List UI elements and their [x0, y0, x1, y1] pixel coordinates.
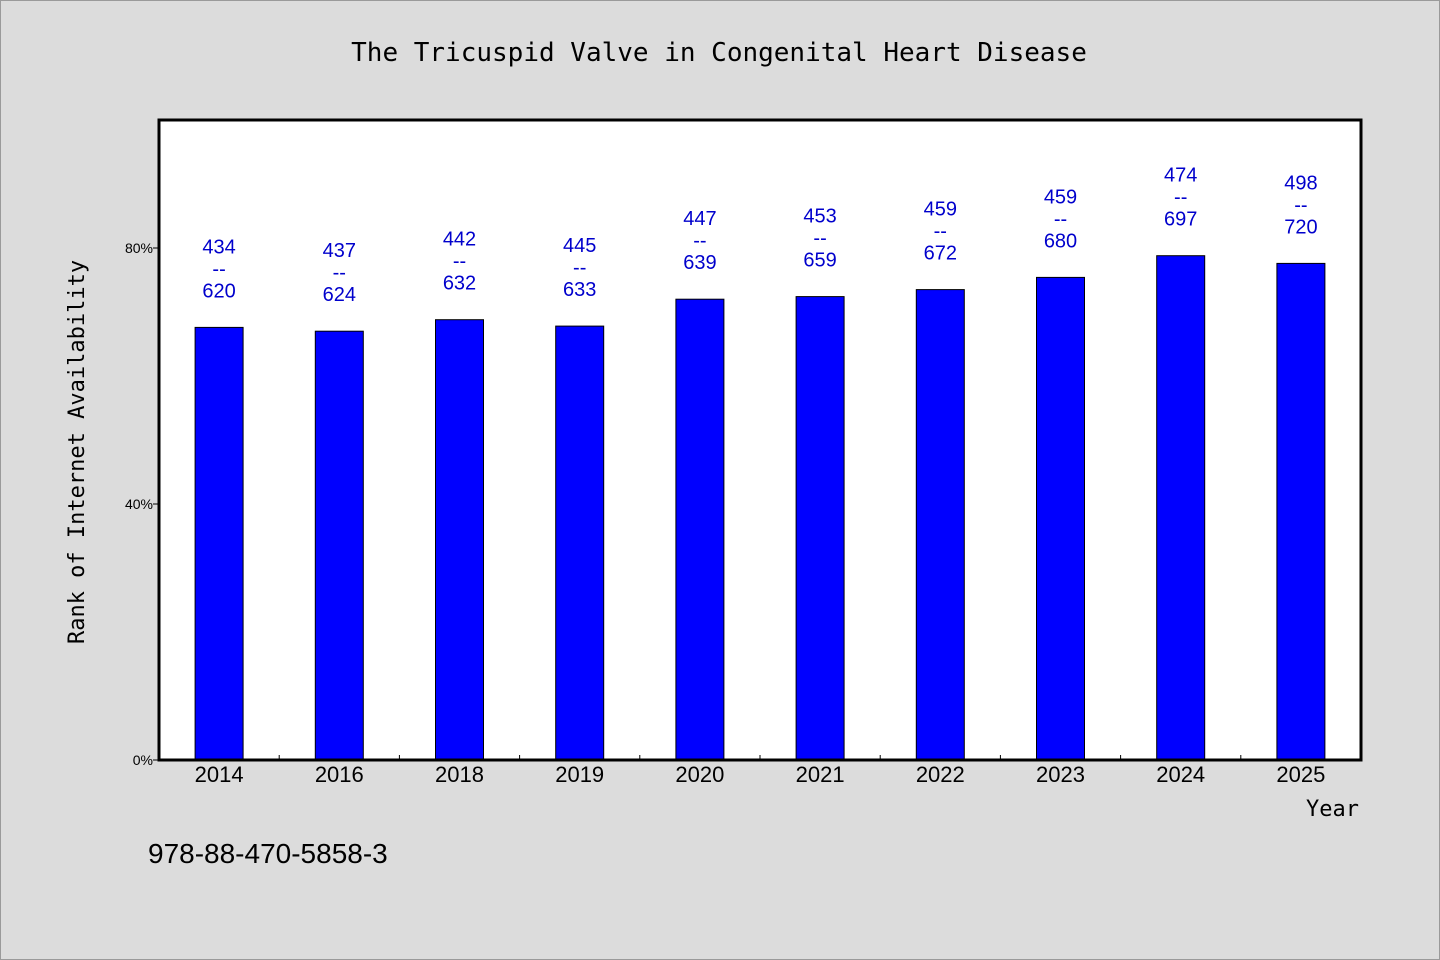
bar-label-2020-line2: -- — [693, 230, 706, 252]
bar-label-2023-line3: 680 — [1044, 230, 1077, 252]
bar-label-2022-line2: -- — [934, 221, 947, 243]
x-tick-label-2019: 2019 — [555, 762, 604, 787]
bar-label-2014-line3: 620 — [202, 280, 235, 302]
data-labels-layer: 434--620437--624442--632445--633447--639… — [202, 165, 1317, 307]
x-tick-label-2018: 2018 — [435, 762, 484, 787]
chart-title: The Tricuspid Valve in Congenital Heart … — [351, 38, 1087, 68]
bar-label-2018-line2: -- — [453, 251, 466, 273]
y-tick-label-80: 80% — [125, 240, 153, 256]
bar-label-2024-line2: -- — [1174, 187, 1187, 209]
plot-border — [157, 118, 1363, 762]
bar-label-2021-line2: -- — [813, 228, 826, 250]
bar-label-2021-line3: 659 — [803, 250, 836, 272]
bar-label-2025-line3: 720 — [1284, 216, 1317, 238]
bar-label-2016-line2: -- — [333, 262, 346, 284]
bar-2014 — [194, 326, 244, 761]
bar-label-2019-line1: 445 — [563, 235, 596, 257]
bar-label-2023-line1: 459 — [1044, 186, 1077, 208]
bar-2023 — [1036, 276, 1085, 761]
bar-label-2016-line1: 437 — [323, 240, 356, 262]
bar-2025 — [1276, 262, 1326, 761]
x-tick-label-2016: 2016 — [315, 762, 364, 787]
bar-label-2023-line2: -- — [1054, 208, 1067, 230]
x-axis: 2014 2016 2018 2019 2020 2021 2022 2023 2024 2025 — [195, 755, 1325, 787]
bar-label-2018-line1: 442 — [443, 229, 476, 251]
y-tick-label-0: 0% — [133, 752, 153, 768]
bar-2022 — [915, 289, 965, 761]
y-axis: 0% 40% 80% — [125, 240, 159, 768]
x-tick-label-2023: 2023 — [1036, 762, 1085, 787]
footnote: 978-88-470-5858-3 — [148, 838, 388, 869]
bar-label-2014-line2: -- — [212, 258, 225, 280]
bar-2019 — [555, 325, 605, 761]
x-tick-label-2021: 2021 — [796, 762, 845, 787]
y-tick-label-40: 40% — [125, 496, 153, 512]
bar-2021 — [795, 296, 845, 761]
bar-2020 — [675, 298, 725, 761]
bar-2024 — [1156, 255, 1206, 761]
bar-label-2024-line1: 474 — [1164, 165, 1197, 187]
bar-label-2018-line3: 632 — [443, 273, 476, 295]
bar-2016 — [314, 330, 364, 761]
x-tick-label-2025: 2025 — [1276, 762, 1325, 787]
bar-label-2019-line3: 633 — [563, 279, 596, 301]
bar-label-2025-line2: -- — [1294, 194, 1307, 216]
x-tick-label-2014: 2014 — [195, 762, 244, 787]
x-tick-label-2022: 2022 — [916, 762, 965, 787]
y-axis-title: Rank of Internet Availability — [65, 260, 90, 644]
bar-label-2022-line1: 459 — [924, 199, 957, 221]
bar-label-2014-line1: 434 — [202, 236, 235, 258]
x-tick-label-2024: 2024 — [1156, 762, 1205, 787]
bar-label-2020-line1: 447 — [683, 208, 716, 230]
bar-label-2016-line3: 624 — [323, 284, 356, 306]
bar-label-2024-line3: 697 — [1164, 209, 1197, 231]
x-tick-label-2020: 2020 — [675, 762, 724, 787]
bars-layer — [194, 255, 1326, 761]
bar-label-2022-line3: 672 — [924, 243, 957, 265]
bar-label-2021-line1: 453 — [803, 206, 836, 228]
bar-2018 — [435, 319, 484, 761]
bar-label-2019-line2: -- — [573, 257, 586, 279]
bar-label-2025-line1: 498 — [1284, 172, 1317, 194]
bar-label-2020-line3: 639 — [683, 252, 716, 274]
x-axis-title: Year — [1306, 797, 1359, 822]
